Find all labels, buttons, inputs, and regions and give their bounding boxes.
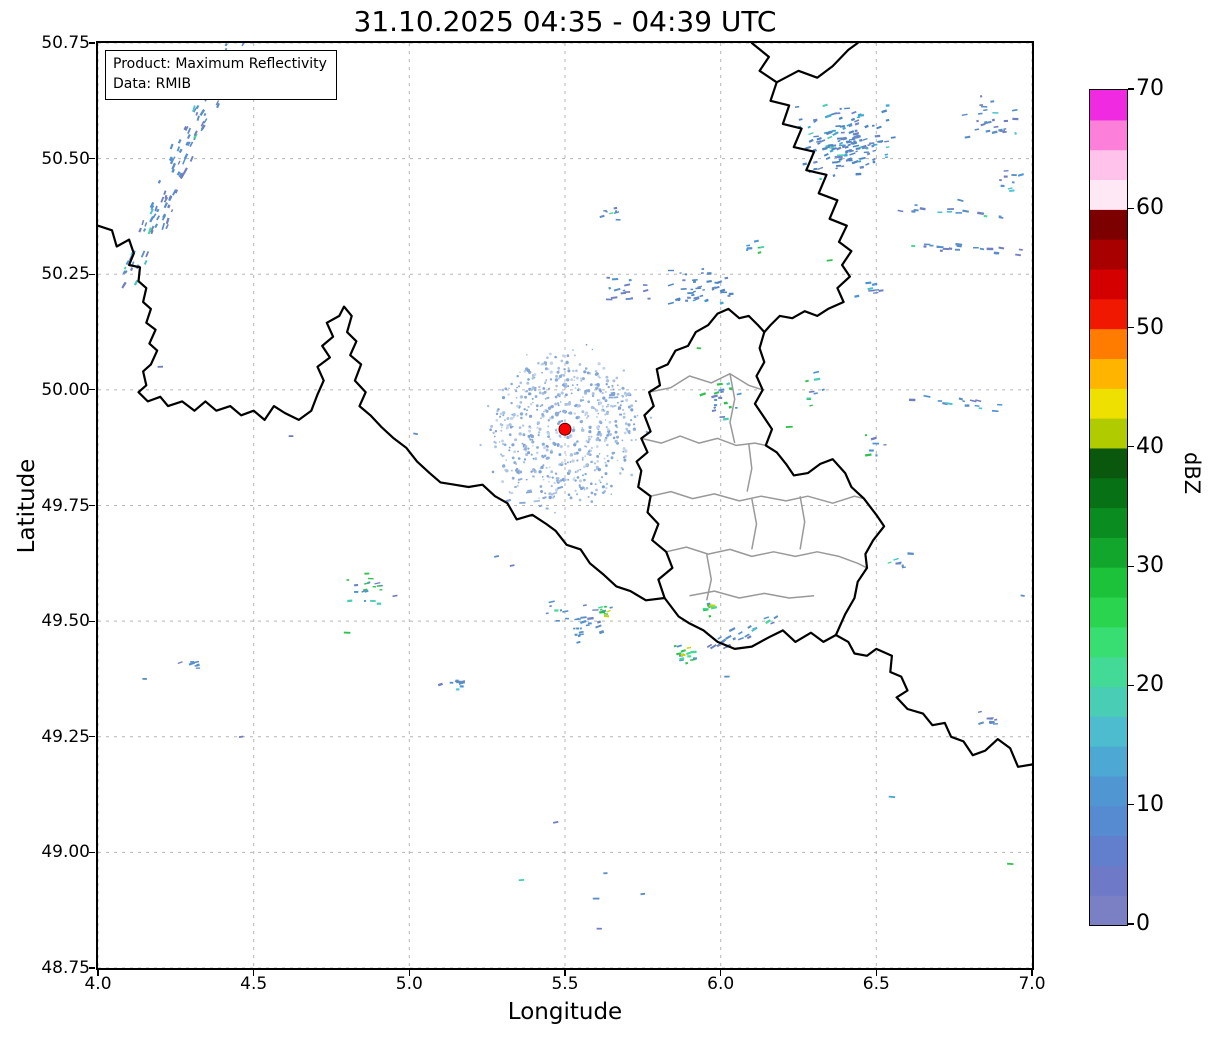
y-tick-mark [89,389,95,391]
x-tick-mark [253,970,255,976]
colorbar-tick-mark [1127,326,1134,329]
y-tick-mark [89,42,95,44]
colorbar-tick-mark [1127,207,1134,209]
y-tick-label: 50.00 [41,379,90,400]
colorbar-tick-label: 10 [1136,791,1164,817]
y-tick-label: 49.75 [41,495,90,516]
y-tick-label: 49.00 [41,842,90,863]
radar-site-marker [558,422,572,436]
x-tick-label: 5.0 [395,974,423,994]
colorbar-gradient [1090,90,1127,925]
x-tick-mark [408,970,410,976]
x-tick-mark [97,970,99,976]
map-plot-area: Product: Maximum Reflectivity Data: RMIB [96,41,1034,970]
y-tick-label: 49.50 [41,611,90,632]
colorbar-tick-mark [1127,684,1134,687]
colorbar-tick-label: 30 [1136,553,1164,579]
colorbar-tick-label: 40 [1136,433,1164,459]
y-tick-mark [89,504,95,507]
x-tick-label: 4.5 [240,974,268,994]
data-source-line: Data: RMIB [113,76,192,93]
x-tick-mark [720,970,722,976]
x-tick-mark [564,970,566,976]
colorbar-tick-label: 50 [1136,314,1164,340]
colorbar-tick-label: 0 [1136,911,1150,936]
y-tick-label: 50.50 [41,148,90,169]
x-tick-label: 7.0 [1018,974,1046,994]
country-borders [98,43,1032,768]
colorbar-tick-mark [1127,565,1134,567]
colorbar-tick-mark [1127,88,1134,90]
y-tick-mark [89,967,95,969]
x-tick-mark [1031,970,1033,976]
x-tick-label: 6.0 [707,974,735,994]
figure-title: 31.10.2025 04:35 - 04:39 UTC [353,5,777,38]
y-tick-mark [89,851,95,853]
x-axis-label: Longitude [507,999,623,1025]
y-tick-mark [89,158,95,160]
admin-borders [641,372,868,601]
colorbar-tick-mark [1127,923,1134,925]
colorbar-tick-mark [1127,446,1134,448]
x-tick-mark [875,970,877,976]
radar-echoes [121,43,1025,930]
y-tick-label: 48.75 [41,958,90,978]
colorbar-tick-label: 20 [1136,672,1164,698]
product-line: Product: Maximum Reflectivity [113,56,327,72]
gridlines [98,43,1032,968]
colorbar-tick-mark [1127,804,1134,806]
colorbar-tick-label: 70 [1136,76,1164,101]
map-canvas [98,43,1032,968]
y-tick-label: 50.25 [41,264,90,285]
y-tick-label: 49.25 [41,726,90,747]
y-tick-mark [89,620,95,622]
colorbar-tick-label: 60 [1136,195,1164,221]
colorbar [1089,89,1128,926]
y-tick-mark [89,736,95,738]
product-info-box: Product: Maximum Reflectivity Data: RMIB [105,50,337,100]
y-tick-mark [89,273,95,275]
x-tick-label: 6.5 [862,974,890,994]
y-tick-label: 50.75 [41,33,90,53]
x-tick-label: 5.5 [551,974,579,994]
colorbar-label: dBZ [1180,452,1204,495]
x-tick-label: 4.0 [84,974,112,994]
